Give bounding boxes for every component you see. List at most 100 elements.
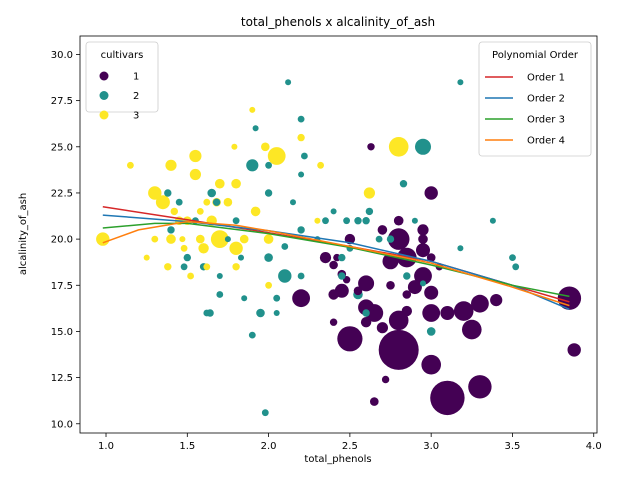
point-cultivar-2-0 [415, 138, 431, 155]
x-tick-label-1: 1.5 [179, 441, 195, 452]
point-cultivar-2-7 [261, 409, 269, 417]
point-cultivar-2-27 [212, 198, 221, 206]
point-cultivar-3-15 [263, 234, 274, 244]
legend-cultivar-marker-1 [99, 71, 109, 81]
point-cultivar-1-16 [292, 289, 310, 308]
point-cultivar-2-44 [273, 294, 281, 302]
point-cultivar-3-16 [250, 206, 261, 217]
point-cultivar-2-1 [246, 159, 259, 172]
point-cultivar-2-19 [426, 327, 436, 336]
point-cultivar-3-25 [297, 133, 305, 142]
point-cultivar-3-33 [231, 143, 238, 150]
fit-lines [102, 206, 570, 310]
point-cultivar-2-17 [354, 217, 362, 225]
point-cultivar-1-12 [387, 228, 410, 250]
point-cultivar-2-41 [330, 208, 337, 215]
point-cultivar-2-37 [285, 79, 292, 86]
point-cultivar-1-13 [422, 304, 441, 322]
point-cultivar-2-49 [338, 253, 346, 262]
point-cultivar-3-10 [363, 187, 375, 199]
point-cultivar-1-40 [386, 281, 395, 290]
point-cultivar-2-5 [256, 308, 265, 318]
point-cultivar-3-2 [210, 230, 229, 249]
point-cultivar-2-54 [457, 245, 464, 252]
point-cultivar-2-57 [216, 273, 223, 279]
legend-polynomial-order-box [478, 41, 592, 157]
point-cultivar-2-50 [241, 295, 248, 302]
data-marks [96, 79, 582, 417]
x-tick-label-3: 2.5 [342, 441, 358, 452]
point-cultivar-2-22 [322, 217, 329, 225]
legend-cultivars: cultivars 1 2 3 [85, 41, 159, 122]
point-cultivar-1-27 [567, 343, 581, 357]
legend-cultivar-marker-3 [99, 110, 109, 120]
point-cultivar-2-15 [365, 207, 374, 216]
y-axis-label: alcalinity_of_ash [18, 193, 29, 275]
point-cultivar-1-42 [381, 375, 390, 384]
point-cultivar-3-34 [317, 161, 324, 169]
y-axis: 10.0 12.5 15.0 17.5 20.0 22.5 25.0 27.5 30.0 [51, 50, 80, 430]
point-cultivar-3-9 [189, 168, 201, 181]
point-cultivar-1-9 [471, 294, 489, 313]
y-tick-label-2: 15.0 [51, 327, 73, 338]
legend-polynomial-order: Polynomial Order Order 1 Order 2 Order 3 Or… [478, 41, 592, 157]
point-cultivar-3-28 [187, 272, 195, 280]
y-tick-label-6: 25.0 [51, 142, 73, 153]
point-cultivar-3-29 [164, 263, 172, 271]
y-tick-label-3: 17.5 [51, 281, 73, 292]
point-cultivar-2-6 [248, 331, 256, 339]
point-cultivar-3-35 [143, 254, 150, 261]
point-cultivar-3-3 [155, 195, 170, 210]
point-cultivar-2-13 [264, 189, 273, 197]
point-cultivar-1-31 [401, 305, 412, 317]
legend-fit-label-3: Order 3 [527, 115, 565, 126]
fit-line-order-4 [102, 220, 570, 307]
point-cultivar-2-26 [207, 188, 216, 198]
point-cultivar-3-38 [203, 198, 211, 206]
point-cultivar-3-20 [223, 197, 233, 207]
legend-cultivar-label-2: 2 [133, 91, 139, 102]
point-cultivar-2-45 [164, 189, 172, 197]
point-cultivar-2-34 [509, 254, 516, 261]
point-cultivar-2-18 [399, 180, 408, 188]
plot-frame [79, 35, 598, 434]
point-cultivar-1-28 [319, 252, 332, 264]
point-cultivar-1-35 [377, 225, 388, 235]
point-cultivar-2-38 [411, 217, 418, 224]
point-cultivar-2-59 [420, 280, 426, 287]
point-cultivar-1-18 [440, 306, 455, 320]
y-tick-label-8: 30.0 [51, 50, 73, 61]
point-cultivar-1-45 [367, 143, 375, 151]
y-tick-label-0: 10.0 [51, 419, 73, 430]
point-cultivar-1-1 [430, 380, 465, 416]
point-cultivar-2-52 [180, 263, 188, 271]
point-cultivar-2-25 [281, 243, 289, 250]
point-cultivar-2-60 [290, 199, 296, 206]
point-cultivar-1-36 [393, 215, 404, 226]
point-cultivar-2-53 [375, 235, 383, 243]
point-cultivar-2-21 [403, 272, 411, 280]
point-cultivar-1-26 [490, 294, 503, 307]
point-cultivar-1-7 [462, 319, 482, 340]
point-cultivar-1-20 [416, 243, 430, 258]
point-cultivar-1-43 [329, 260, 338, 270]
point-cultivar-2-47 [265, 161, 272, 169]
x-tick-label-6: 4.0 [586, 441, 602, 452]
point-cultivar-1-4 [388, 310, 409, 331]
x-tick-label-2: 2.0 [261, 441, 277, 452]
point-cultivar-3-13 [231, 178, 241, 189]
point-cultivar-1-34 [328, 289, 339, 300]
point-cultivar-3-7 [189, 149, 202, 163]
point-cultivar-1-32 [418, 234, 428, 244]
point-cultivar-2-46 [203, 309, 211, 317]
point-cultivar-2-28 [232, 217, 240, 225]
legend-fit-label-2: Order 2 [527, 94, 565, 105]
point-cultivar-1-3 [468, 375, 492, 399]
legend-fit-label-4: Order 4 [527, 136, 565, 147]
point-cultivar-2-39 [489, 217, 496, 224]
point-cultivar-1-0 [378, 329, 419, 370]
point-cultivar-2-29 [216, 291, 224, 298]
point-cultivar-2-42 [224, 236, 231, 243]
point-cultivar-1-44 [329, 318, 338, 326]
